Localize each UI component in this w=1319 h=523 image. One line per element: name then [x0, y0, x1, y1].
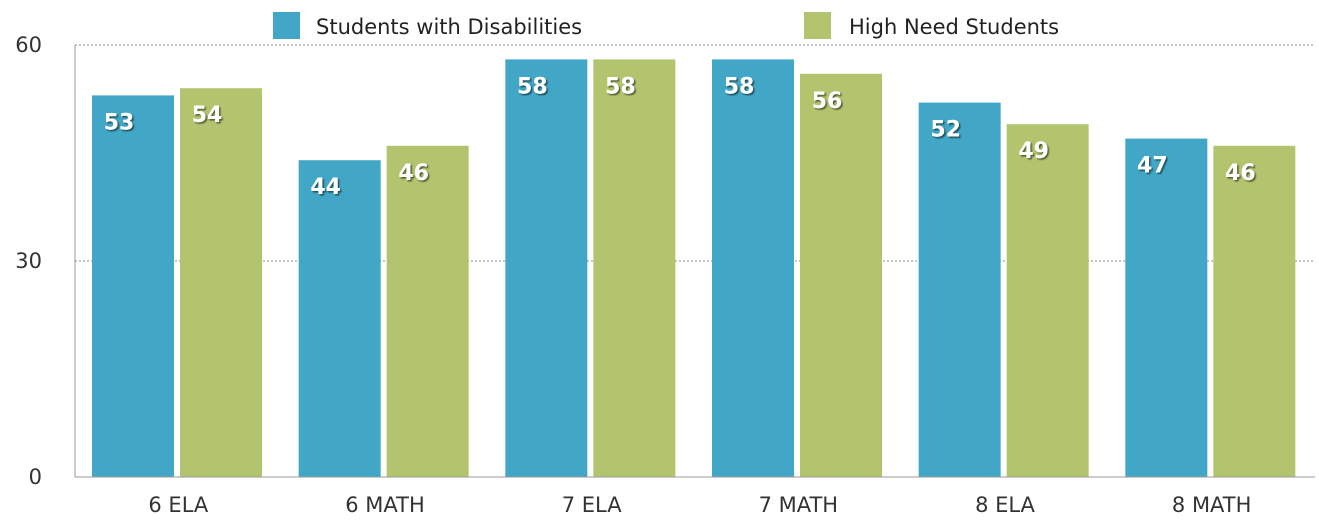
- bar-6-ela-students-with-disabilities: [92, 95, 174, 478]
- bar-8-ela-students-with-disabilities: [918, 102, 1001, 477]
- legend: Students with Disabilities High Need Stu…: [273, 12, 1059, 39]
- data-label-6-ela-high-need-students: 54: [192, 103, 223, 128]
- data-label-6-math-high-need-students: 46: [398, 161, 429, 186]
- x-tick-label-6-ela: 6 ELA: [148, 493, 208, 517]
- bar-6-math-students-with-disabilities: [298, 160, 381, 477]
- bar-6-ela-high-need-students: [180, 88, 262, 477]
- x-tick-label-6-math: 6 MATH: [345, 493, 425, 517]
- x-tick-label-7-math: 7 MATH: [759, 493, 839, 517]
- data-labels: 53 54 44 46 58 58 58 56 52 49 47 46: [104, 74, 1256, 200]
- y-tick-label-30: 30: [15, 249, 42, 273]
- bar-6-math-high-need-students: [386, 145, 469, 478]
- data-label-8-math-high-need-students: 46: [1225, 161, 1256, 186]
- bar-7-math-high-need-students: [800, 73, 882, 478]
- bar-8-ela-high-need-students: [1006, 124, 1089, 477]
- x-axis-labels: 6 ELA 6 MATH 7 ELA 7 MATH 8 ELA 8 MATH: [148, 493, 1251, 517]
- bar-7-ela-high-need-students: [593, 59, 676, 478]
- data-label-6-ela-students-with-disabilities: 53: [104, 110, 135, 135]
- bar-8-math-students-with-disabilities: [1125, 138, 1208, 477]
- legend-swatch-students-with-disabilities: [273, 12, 300, 39]
- y-tick-label-0: 0: [29, 465, 42, 489]
- legend-label-students-with-disabilities: Students with Disabilities: [316, 15, 582, 39]
- data-label-7-ela-high-need-students: 58: [605, 74, 636, 99]
- bar-7-math-students-with-disabilities: [712, 59, 794, 478]
- x-tick-label-8-ela: 8 ELA: [975, 493, 1035, 517]
- bar-7-ela-students-with-disabilities: [505, 59, 588, 478]
- bar-8-math-high-need-students: [1213, 145, 1296, 478]
- data-label-7-math-students-with-disabilities: 58: [724, 74, 755, 99]
- data-label-7-math-high-need-students: 56: [812, 89, 843, 114]
- data-label-8-ela-students-with-disabilities: 52: [930, 118, 961, 143]
- y-tick-label-60: 60: [15, 33, 42, 57]
- bars: [92, 59, 1296, 478]
- data-label-8-math-students-with-disabilities: 47: [1137, 154, 1168, 179]
- data-label-8-ela-high-need-students: 49: [1018, 139, 1049, 164]
- x-tick-label-8-math: 8 MATH: [1172, 493, 1252, 517]
- y-axis-ticks: 0 30 60: [15, 33, 42, 489]
- legend-swatch-high-need-students: [804, 12, 831, 39]
- x-tick-label-7-ela: 7 ELA: [562, 493, 622, 517]
- gridlines: [75, 44, 1315, 262]
- data-label-7-ela-students-with-disabilities: 58: [517, 74, 548, 99]
- data-label-6-math-students-with-disabilities: 44: [310, 175, 341, 200]
- legend-label-high-need-students: High Need Students: [849, 15, 1059, 39]
